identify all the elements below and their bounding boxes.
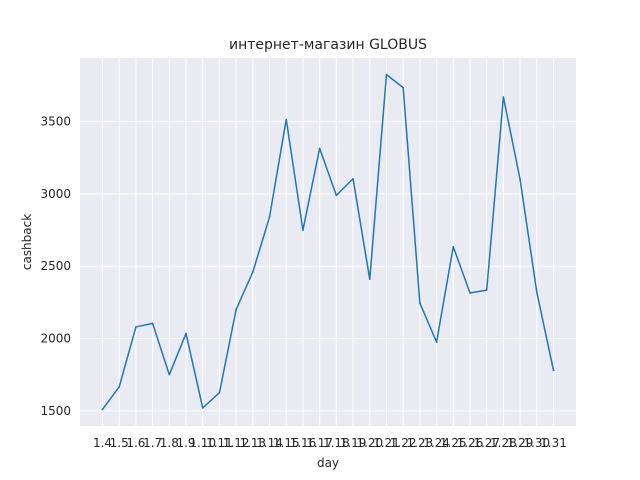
y-tick-label: 2500 (40, 259, 71, 273)
data-point (185, 332, 187, 335)
x-tick-label: 1.29 (507, 436, 534, 450)
x-tick-labels: 1.41.51.61.71.81.91.101.111.121.131.141.… (93, 436, 567, 450)
x-tick-label: 1.31 (540, 436, 567, 450)
x-tick-label: 1.25 (440, 436, 467, 450)
x-tick-label: 1.30 (523, 436, 550, 450)
x-tick-label: 1.5 (110, 436, 129, 450)
data-point (452, 245, 455, 248)
x-tick-label: 1.28 (490, 436, 517, 450)
y-tick-label: 1500 (40, 404, 71, 418)
x-tick-label: 1.12 (223, 436, 250, 450)
data-point (218, 391, 221, 394)
y-tick-label: 2000 (40, 332, 71, 346)
x-tick-label: 1.13 (239, 436, 266, 450)
data-point (335, 194, 338, 197)
x-axis-label: day (317, 456, 339, 470)
data-point (285, 118, 288, 121)
data-point (151, 322, 154, 325)
x-tick-label: 1.11 (206, 436, 233, 450)
x-tick-label: 1.24 (423, 436, 450, 450)
data-point (419, 302, 421, 304)
plot-area (80, 58, 576, 426)
x-tick-label: 1.20 (356, 436, 383, 450)
data-point (302, 229, 304, 231)
x-tick-label: 1.17 (306, 436, 333, 450)
x-tick-label: 1.4 (93, 436, 112, 450)
x-tick-label: 1.9 (176, 436, 195, 450)
x-tick-label: 1.15 (273, 436, 300, 450)
y-tick-labels: 1500 2000 2500 3000 3500 (40, 115, 71, 418)
data-point (118, 386, 121, 388)
x-tick-label: 1.19 (340, 436, 367, 450)
data-point (385, 73, 388, 76)
data-point (268, 216, 271, 218)
x-tick-label: 1.6 (126, 436, 145, 450)
data-point (552, 369, 555, 372)
data-point (252, 271, 254, 273)
data-point (368, 278, 371, 281)
x-tick-label: 1.26 (457, 436, 484, 450)
x-tick-label: 1.10 (189, 436, 216, 450)
data-point (201, 407, 204, 409)
series-group (101, 73, 555, 411)
data-point (352, 177, 354, 180)
series-line (101, 73, 555, 411)
chart-title: интернет-магазин GLOBUS (229, 37, 427, 53)
data-point (402, 86, 404, 89)
data-point (435, 341, 438, 343)
x-tick-label: 1.18 (323, 436, 350, 450)
x-tick-label: 1.22 (390, 436, 417, 450)
grid (80, 58, 576, 426)
x-tick-label: 1.21 (373, 436, 400, 450)
y-tick-label: 3000 (40, 187, 71, 201)
x-tick-label: 1.7 (143, 436, 162, 450)
data-point (135, 326, 137, 328)
x-tick-label: 1.27 (473, 436, 500, 450)
data-point (168, 373, 171, 376)
x-tick-label: 1.16 (290, 436, 317, 450)
x-tick-label: 1.8 (160, 436, 179, 450)
data-point (535, 291, 538, 294)
data-point (485, 289, 488, 291)
y-axis-label: cashback (20, 214, 34, 270)
data-point (519, 178, 521, 181)
data-point (235, 308, 237, 311)
x-tick-label: 1.23 (407, 436, 434, 450)
data-point (318, 147, 321, 150)
data-point (502, 96, 505, 98)
y-tick-label: 3500 (40, 115, 71, 129)
data-point (101, 408, 104, 411)
data-point (469, 292, 471, 294)
x-tick-label: 1.14 (256, 436, 283, 450)
